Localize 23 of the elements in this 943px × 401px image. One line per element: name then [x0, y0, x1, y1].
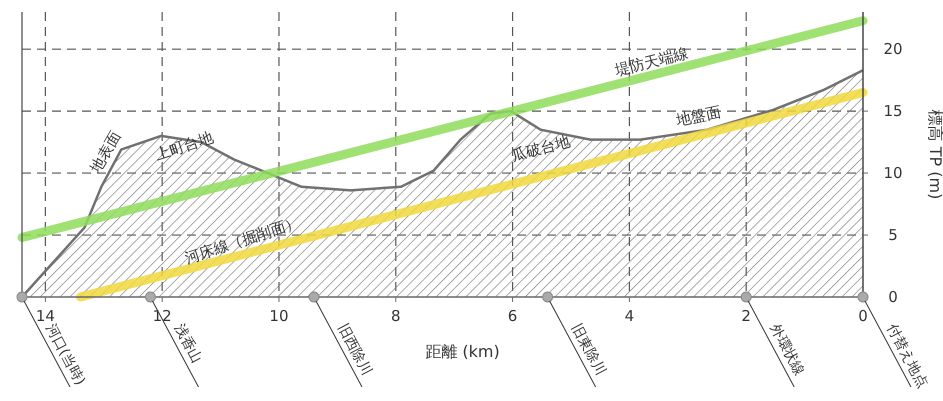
annotation: 地表面	[86, 128, 124, 177]
annotation: 地盤面	[674, 102, 722, 130]
x-tick-label: 2	[741, 307, 751, 325]
x-tick-label: 10	[269, 307, 289, 325]
annotation: 河床線（掘削面）	[182, 213, 302, 268]
annotation: 浅香山	[170, 321, 205, 366]
x-axis-title: 距離 (km)	[425, 342, 500, 361]
annotation: 外環状線	[766, 321, 808, 378]
annotation: 旧西除川	[334, 321, 375, 378]
annotation: 上町台地	[152, 128, 216, 164]
y-tick-label: 5	[888, 226, 898, 244]
x-tick-label: 6	[508, 307, 518, 325]
y-tick-label: 15	[883, 102, 903, 120]
annotation: 旧東除川	[568, 321, 609, 378]
x-tick-label: 0	[858, 307, 868, 325]
x-tick-label: 4	[624, 307, 634, 325]
y-tick-label: 0	[888, 288, 898, 306]
annotation: 堤防天端線	[612, 44, 690, 80]
y-tick-label: 20	[883, 40, 903, 58]
y-tick-label: 10	[883, 164, 903, 182]
x-tick-label: 8	[391, 307, 401, 325]
annotation: 瓜破台地	[509, 132, 572, 165]
annotation: 付替え地点	[883, 320, 930, 391]
